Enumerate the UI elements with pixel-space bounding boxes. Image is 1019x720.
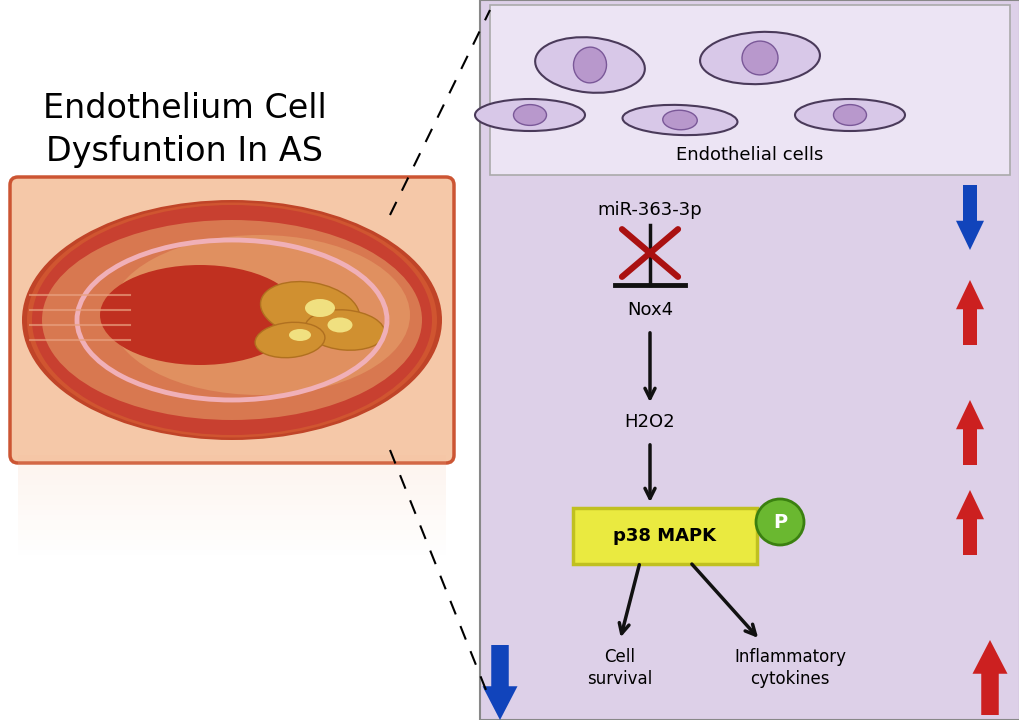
FancyBboxPatch shape [18,500,445,505]
Ellipse shape [32,205,432,435]
Ellipse shape [42,220,422,420]
FancyBboxPatch shape [10,177,453,463]
Text: P: P [772,513,787,531]
Ellipse shape [288,329,311,341]
Ellipse shape [833,104,866,125]
Text: H2O2: H2O2 [624,413,675,431]
FancyBboxPatch shape [18,465,445,470]
Text: miR-363-3p: miR-363-3p [597,201,702,219]
Ellipse shape [22,200,441,440]
Ellipse shape [305,310,384,350]
FancyBboxPatch shape [18,470,445,475]
Ellipse shape [794,99,904,131]
FancyArrow shape [971,640,1007,715]
FancyBboxPatch shape [18,485,445,490]
FancyBboxPatch shape [18,515,445,520]
FancyBboxPatch shape [18,505,445,510]
FancyArrow shape [955,490,983,555]
FancyBboxPatch shape [489,5,1009,175]
Text: Nox4: Nox4 [627,301,673,319]
FancyBboxPatch shape [480,0,1019,720]
Ellipse shape [513,104,546,125]
Ellipse shape [110,235,410,395]
Ellipse shape [305,299,334,317]
FancyBboxPatch shape [18,510,445,515]
FancyArrow shape [482,645,517,720]
FancyBboxPatch shape [18,455,445,460]
Ellipse shape [741,41,777,75]
Text: Cell
survival: Cell survival [587,648,652,688]
Ellipse shape [100,265,300,365]
Ellipse shape [26,202,436,438]
FancyBboxPatch shape [18,495,445,500]
Ellipse shape [755,499,803,545]
Ellipse shape [475,99,585,131]
Text: Inflammatory
cytokines: Inflammatory cytokines [734,648,845,688]
FancyBboxPatch shape [18,525,445,530]
Ellipse shape [535,37,644,93]
FancyArrow shape [955,185,983,250]
FancyBboxPatch shape [18,480,445,485]
FancyBboxPatch shape [18,475,445,480]
Text: Endothelial cells: Endothelial cells [676,146,823,164]
Ellipse shape [260,282,359,338]
Ellipse shape [573,47,606,83]
FancyBboxPatch shape [18,520,445,525]
FancyBboxPatch shape [18,490,445,495]
Text: Endothelium Cell
Dysfuntion In AS: Endothelium Cell Dysfuntion In AS [43,92,326,168]
Ellipse shape [622,105,737,135]
Ellipse shape [699,32,819,84]
FancyBboxPatch shape [573,508,756,564]
FancyArrow shape [955,280,983,345]
Ellipse shape [662,110,697,130]
FancyArrow shape [955,400,983,465]
Text: p38 MAPK: p38 MAPK [612,527,715,545]
Ellipse shape [327,318,353,333]
Ellipse shape [255,323,325,358]
FancyBboxPatch shape [18,460,445,465]
